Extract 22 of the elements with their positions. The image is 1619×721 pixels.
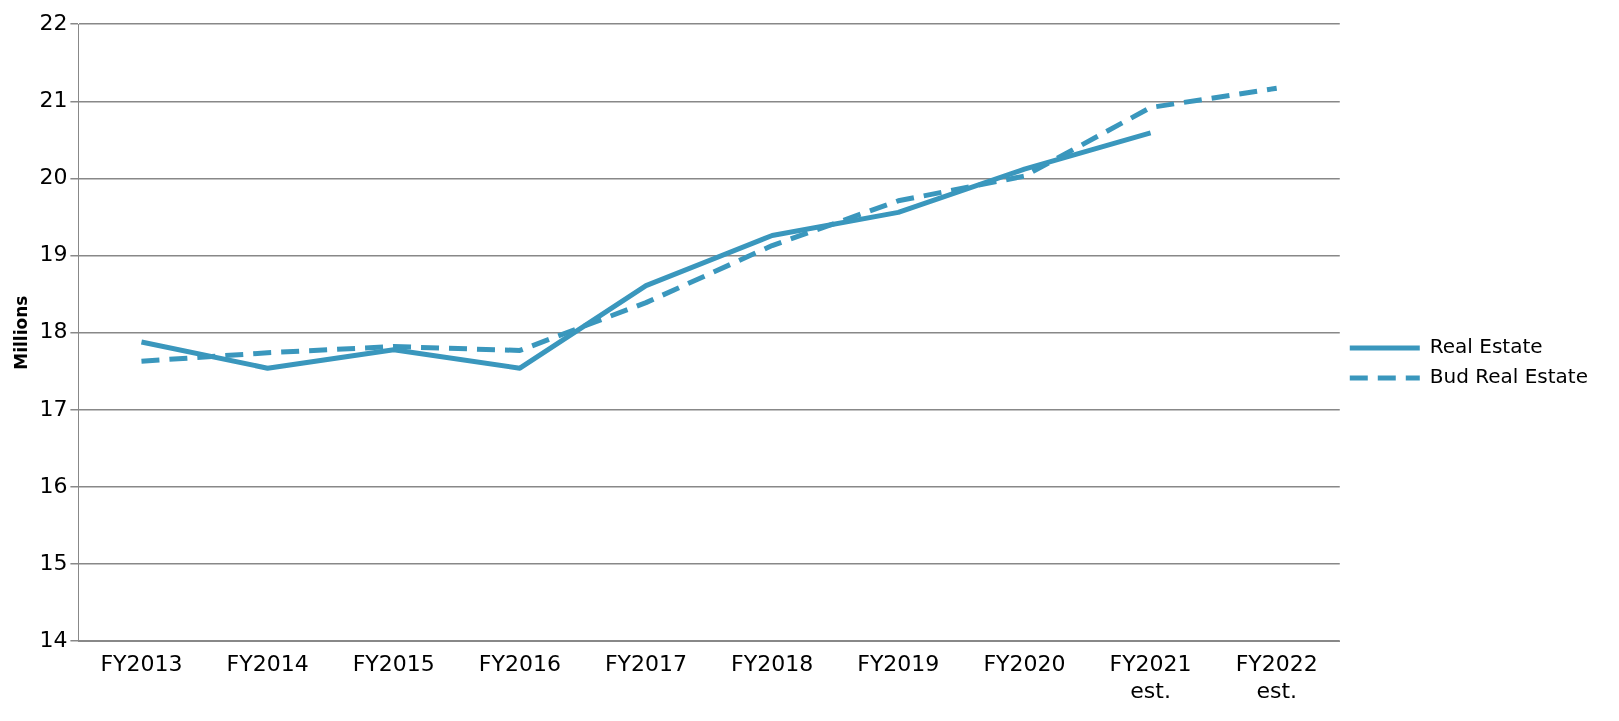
legend-label: Real Estate <box>1429 334 1543 359</box>
y-tick-label: 22 <box>39 9 68 35</box>
y-tick-label: 16 <box>39 472 68 498</box>
y-tick-label: 17 <box>39 395 68 421</box>
y-tick-label: 15 <box>39 549 68 575</box>
legend-label: Bud Real Estate <box>1429 364 1589 389</box>
x-tick-label: FY2017 <box>604 651 688 677</box>
x-tick-label: FY2018 <box>731 651 814 677</box>
y-axis-title: Millions <box>10 295 31 370</box>
x-tick-label: FY2014 <box>226 651 309 677</box>
x-tick-label: FY2021 est. <box>1109 651 1192 703</box>
y-tick-label: 19 <box>39 241 68 267</box>
y-tick-label: 20 <box>39 164 68 190</box>
x-tick-label: FY2020 <box>983 651 1066 677</box>
x-tick-label: FY2016 <box>478 651 561 677</box>
x-tick-label: FY2013 <box>100 651 183 677</box>
x-tick-label: FY2015 <box>352 651 435 677</box>
x-tick-label: FY2019 <box>857 651 940 677</box>
y-tick-label: 18 <box>39 318 68 344</box>
y-tick-label: 14 <box>39 626 68 652</box>
x-tick-label: FY2022 est. <box>1235 651 1318 703</box>
y-tick-label: 21 <box>39 87 68 113</box>
